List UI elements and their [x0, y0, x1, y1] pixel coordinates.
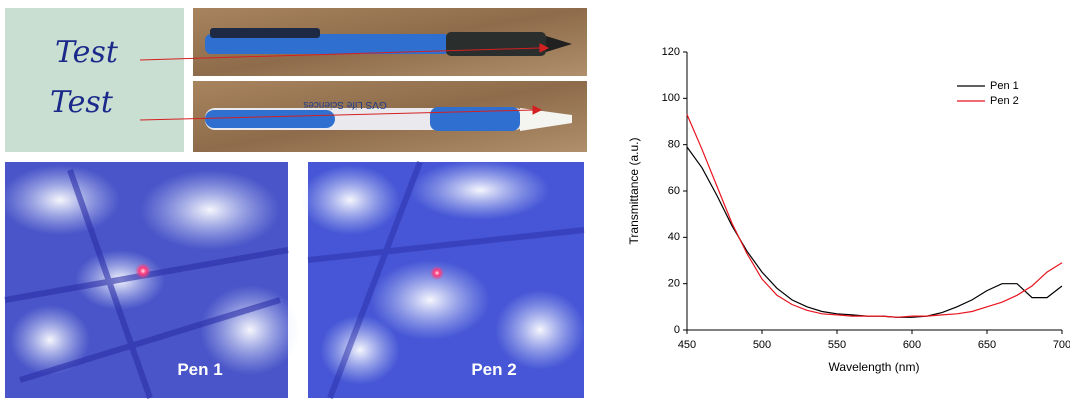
- micrograph: Pen 1: [0, 162, 300, 398]
- handwriting-text: Test: [50, 85, 114, 120]
- pen-text: GVS Life Sciences: [303, 99, 386, 110]
- legend-label: Pen 1: [990, 80, 1019, 92]
- legend-label: Pen 2: [990, 95, 1019, 107]
- y-tick-label: 20: [668, 278, 680, 290]
- pen-photo: GVS Life Sciences: [193, 81, 587, 152]
- figure: Test Test GVS Life Sciences Pen 1: [0, 0, 1070, 401]
- x-tick-label: 450: [678, 339, 696, 351]
- handwriting-photo: Test Test: [5, 8, 184, 152]
- pen-photo: [193, 8, 587, 76]
- y-axis-title: Transmittance (a.u.): [627, 138, 641, 245]
- y-tick-label: 100: [662, 92, 680, 104]
- series-line: [687, 147, 1062, 317]
- x-axis-title: Wavelength (nm): [829, 360, 920, 374]
- micrograph: Pen 2: [300, 160, 585, 398]
- y-tick-label: 80: [668, 139, 680, 151]
- y-tick-label: 60: [668, 185, 680, 197]
- x-tick-label: 500: [753, 339, 771, 351]
- y-tick-label: 0: [674, 324, 680, 336]
- handwriting-text: Test: [55, 35, 119, 70]
- x-tick-label: 650: [978, 339, 996, 351]
- x-tick-label: 550: [828, 339, 846, 351]
- micrograph-label: Pen 1: [177, 360, 222, 379]
- x-tick-label: 700: [1053, 339, 1070, 351]
- line-chart: Wavelength (nm) Transmittance (a.u.) 0 20…: [627, 46, 1070, 374]
- micrograph-label: Pen 2: [471, 360, 516, 379]
- series-line: [687, 115, 1062, 318]
- y-tick-label: 40: [668, 231, 680, 243]
- y-tick-label: 120: [662, 46, 680, 58]
- x-tick-label: 600: [903, 339, 921, 351]
